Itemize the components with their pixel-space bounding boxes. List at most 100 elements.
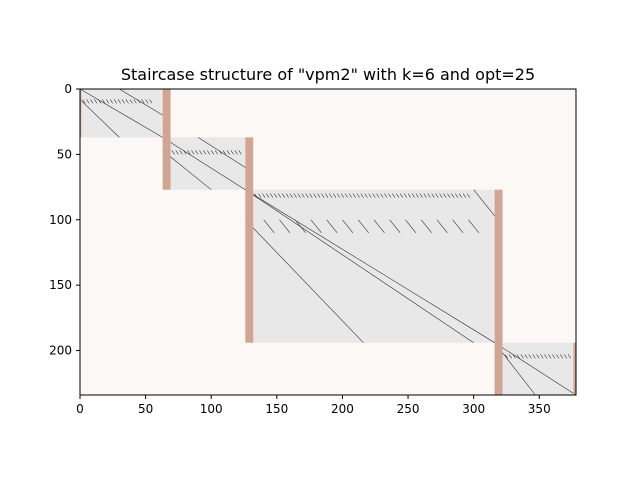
nonzero-mark [360,193,364,198]
nonzero-mark [329,193,333,198]
nonzero-mark [458,193,463,198]
nonzero-mark [540,354,544,359]
nonzero-mark [415,193,419,198]
nonzero-mark [210,150,215,155]
nonzero-mark [435,193,439,198]
nonzero-mark [187,150,191,155]
nonzero-mark [313,193,317,198]
nonzero-mark [520,354,524,359]
nonzero-mark [407,193,411,198]
nonzero-mark [266,193,270,198]
linking-column-5 [573,342,576,395]
nonzero-mark [563,354,568,359]
nonzero-mark [376,193,380,198]
x-tick-label: 350 [528,402,551,416]
nonzero-mark [113,99,117,104]
linking-column-2 [245,137,254,343]
nonzero-mark [321,193,325,198]
nonzero-mark [344,193,348,198]
nonzero-mark [117,99,121,104]
x-axis: 0 50 100 150 200 250 300 350 [76,395,551,416]
nonzero-mark [427,193,431,198]
nonzero-mark [94,99,98,104]
nonzero-mark [297,193,301,198]
hatch-row-3 [254,193,470,198]
hatch-row-1 [82,99,153,104]
x-tick-label: 200 [331,402,354,416]
chart-title: Staircase structure of "vpm2" with k=6 a… [121,65,535,84]
nonzero-mark [403,193,407,198]
nonzero-diagonal-9 [245,189,474,343]
nonzero-mark [447,193,451,198]
nonzero-mark [121,99,125,104]
nonzero-mark [226,150,230,155]
nonzero-mark [420,219,432,234]
nonzero-mark [86,99,90,104]
linking-column-4 [80,89,82,138]
nonzero-mark [281,193,285,198]
x-tick-label: 100 [200,402,223,416]
nonzero-mark [125,99,129,104]
nonzero-mark [452,219,464,234]
nonzero-mark [175,150,179,155]
nonzero-mark [423,193,427,198]
nonzero-diagonal-10 [473,189,495,217]
nonzero-mark [238,150,242,155]
nonzero-mark [395,193,400,198]
nonzero-mark [214,150,219,155]
plot-area [79,88,577,396]
nonzero-mark [133,99,137,104]
nonzero-mark [372,193,376,198]
nonzero-mark [262,193,266,198]
nonzero-diagonal-4 [162,137,246,190]
nonzero-mark [380,193,384,198]
nonzero-mark [373,219,385,234]
nonzero-mark [532,354,536,359]
x-tick-label: 250 [397,402,420,416]
nonzero-mark [310,219,322,234]
nonzero-mark [82,99,86,104]
nonzero-diagonal-2 [119,88,163,116]
plot-frame [79,88,577,396]
hatch-row-5 [504,354,572,359]
hatch-row-2 [171,150,242,155]
nonzero-mark [516,354,520,359]
nonzero-mark [436,219,448,234]
y-axis: 0 50 100 150 200 [49,82,80,358]
nonzero-mark [305,193,309,198]
nonzero-mark [462,193,467,198]
nonzero-mark [528,354,532,359]
nonzero-mark [466,193,470,198]
nonzero-mark [451,193,455,198]
nonzero-mark [145,99,149,104]
nonzero-diagonal-7 [245,189,495,343]
nonzero-mark [348,193,352,198]
nonzero-mark [317,193,321,198]
y-tick-label: 50 [57,147,72,161]
nonzero-mark [352,193,356,198]
nonzero-mark [325,193,329,198]
nonzero-mark [336,193,341,198]
nonzero-mark [285,193,289,198]
nonzero-mark [222,150,226,155]
nonzero-mark [149,99,153,104]
nonzero-diagonal-11 [494,342,577,396]
nonzero-mark [195,150,199,155]
nonzero-mark [263,219,275,234]
nonzero-mark [524,354,528,359]
nonzero-mark [332,193,337,198]
nonzero-mark [289,193,293,198]
nonzero-mark [567,354,572,359]
nonzero-mark [552,354,556,359]
nonzero-mark [536,354,540,359]
nonzero-mark [443,193,447,198]
nonzero-diagonal-6 [197,137,246,168]
nonzero-mark [234,150,238,155]
linking-column-3 [494,189,503,395]
nonzero-mark [368,193,372,198]
nonzero-mark [293,193,297,198]
nonzero-mark [309,193,313,198]
nonzero-mark [171,150,175,155]
nonzero-mark [548,354,552,359]
nonzero-mark [560,354,564,359]
